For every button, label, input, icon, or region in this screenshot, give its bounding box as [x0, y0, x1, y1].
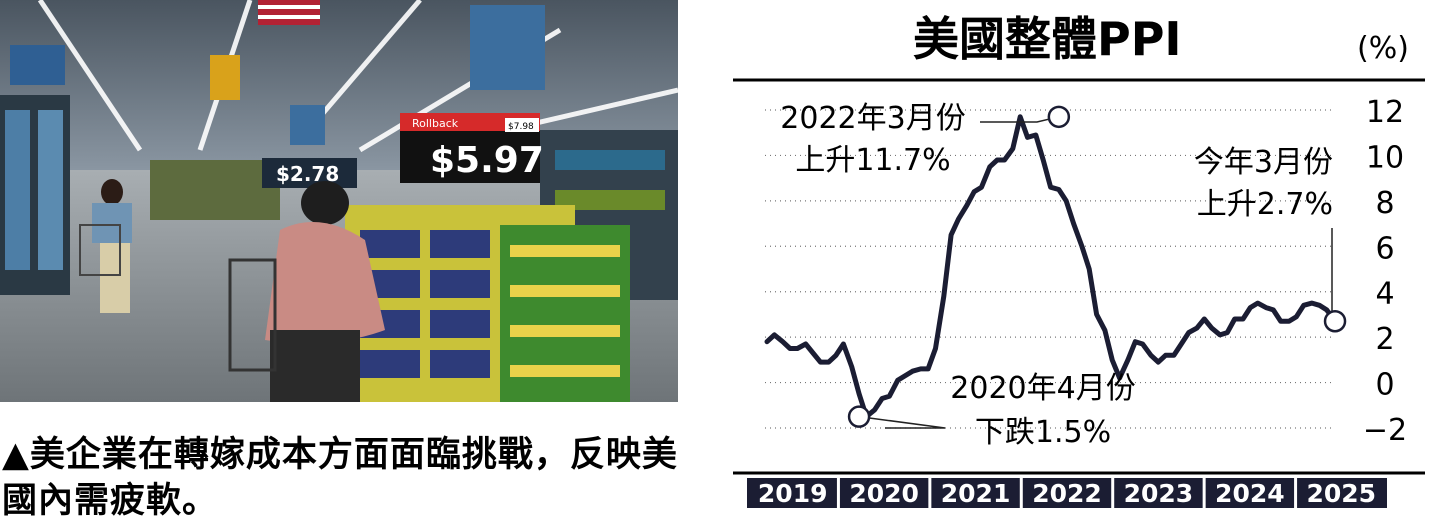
x-tick-label: 2020 — [849, 479, 919, 508]
ppi-chart: 美國整體PPI (%) 12 10 8 6 4 2 0 −2 2019 2020 2021 2022… — [733, 12, 1425, 508]
x-tick-label: 2019 — [758, 479, 828, 508]
rollback-label: Rollback — [412, 117, 459, 130]
annotation-value: 上升11.7% — [795, 143, 950, 178]
x-tick-label: 2025 — [1306, 479, 1376, 508]
annotation-marker — [1323, 309, 1347, 333]
small-price-label: $7.98 — [508, 122, 534, 132]
price-label: $5.97 — [430, 140, 544, 181]
annotation-leader — [1331, 228, 1336, 322]
annotation-marker — [847, 405, 871, 428]
annotation-label: 今年3月份 — [1194, 145, 1333, 180]
ppi-series-line — [764, 114, 1338, 420]
y-tick-label: 0 — [1375, 368, 1394, 403]
y-tick-label: 2 — [1375, 322, 1394, 357]
chart-title: 美國整體PPI — [913, 12, 1182, 66]
y-tick-label: −2 — [1363, 413, 1407, 448]
y-tick-label: 4 — [1375, 277, 1394, 312]
unit-label: (%) — [1357, 31, 1409, 66]
annotation-marker — [1047, 105, 1071, 129]
x-tick-label: 2022 — [1032, 479, 1102, 508]
annotation-leader — [859, 415, 946, 429]
y-tick-label: 6 — [1375, 231, 1394, 266]
y-tick-label: 8 — [1375, 186, 1394, 221]
annotation-label: 2022年3月份 — [780, 101, 965, 136]
annotation-label: 2020年4月份 — [950, 371, 1135, 406]
annotation-value: 上升2.7% — [1197, 187, 1333, 222]
photo-caption: ▲美企業在轉嫁成本方面面臨挑戰，反映美國內需疲軟。 — [2, 435, 678, 521]
y-tick-label: 10 — [1366, 140, 1404, 175]
x-tick-label: 2024 — [1215, 479, 1285, 508]
y-tick-label: 12 — [1366, 95, 1404, 130]
x-tick-label: 2023 — [1124, 479, 1194, 508]
store-photo: Rollback $5.97 $7.98 $2.78 — [0, 0, 678, 402]
year-band — [747, 478, 1387, 508]
x-tick-label: 2021 — [941, 479, 1011, 508]
annotation-value: 下跌1.5% — [975, 415, 1111, 450]
